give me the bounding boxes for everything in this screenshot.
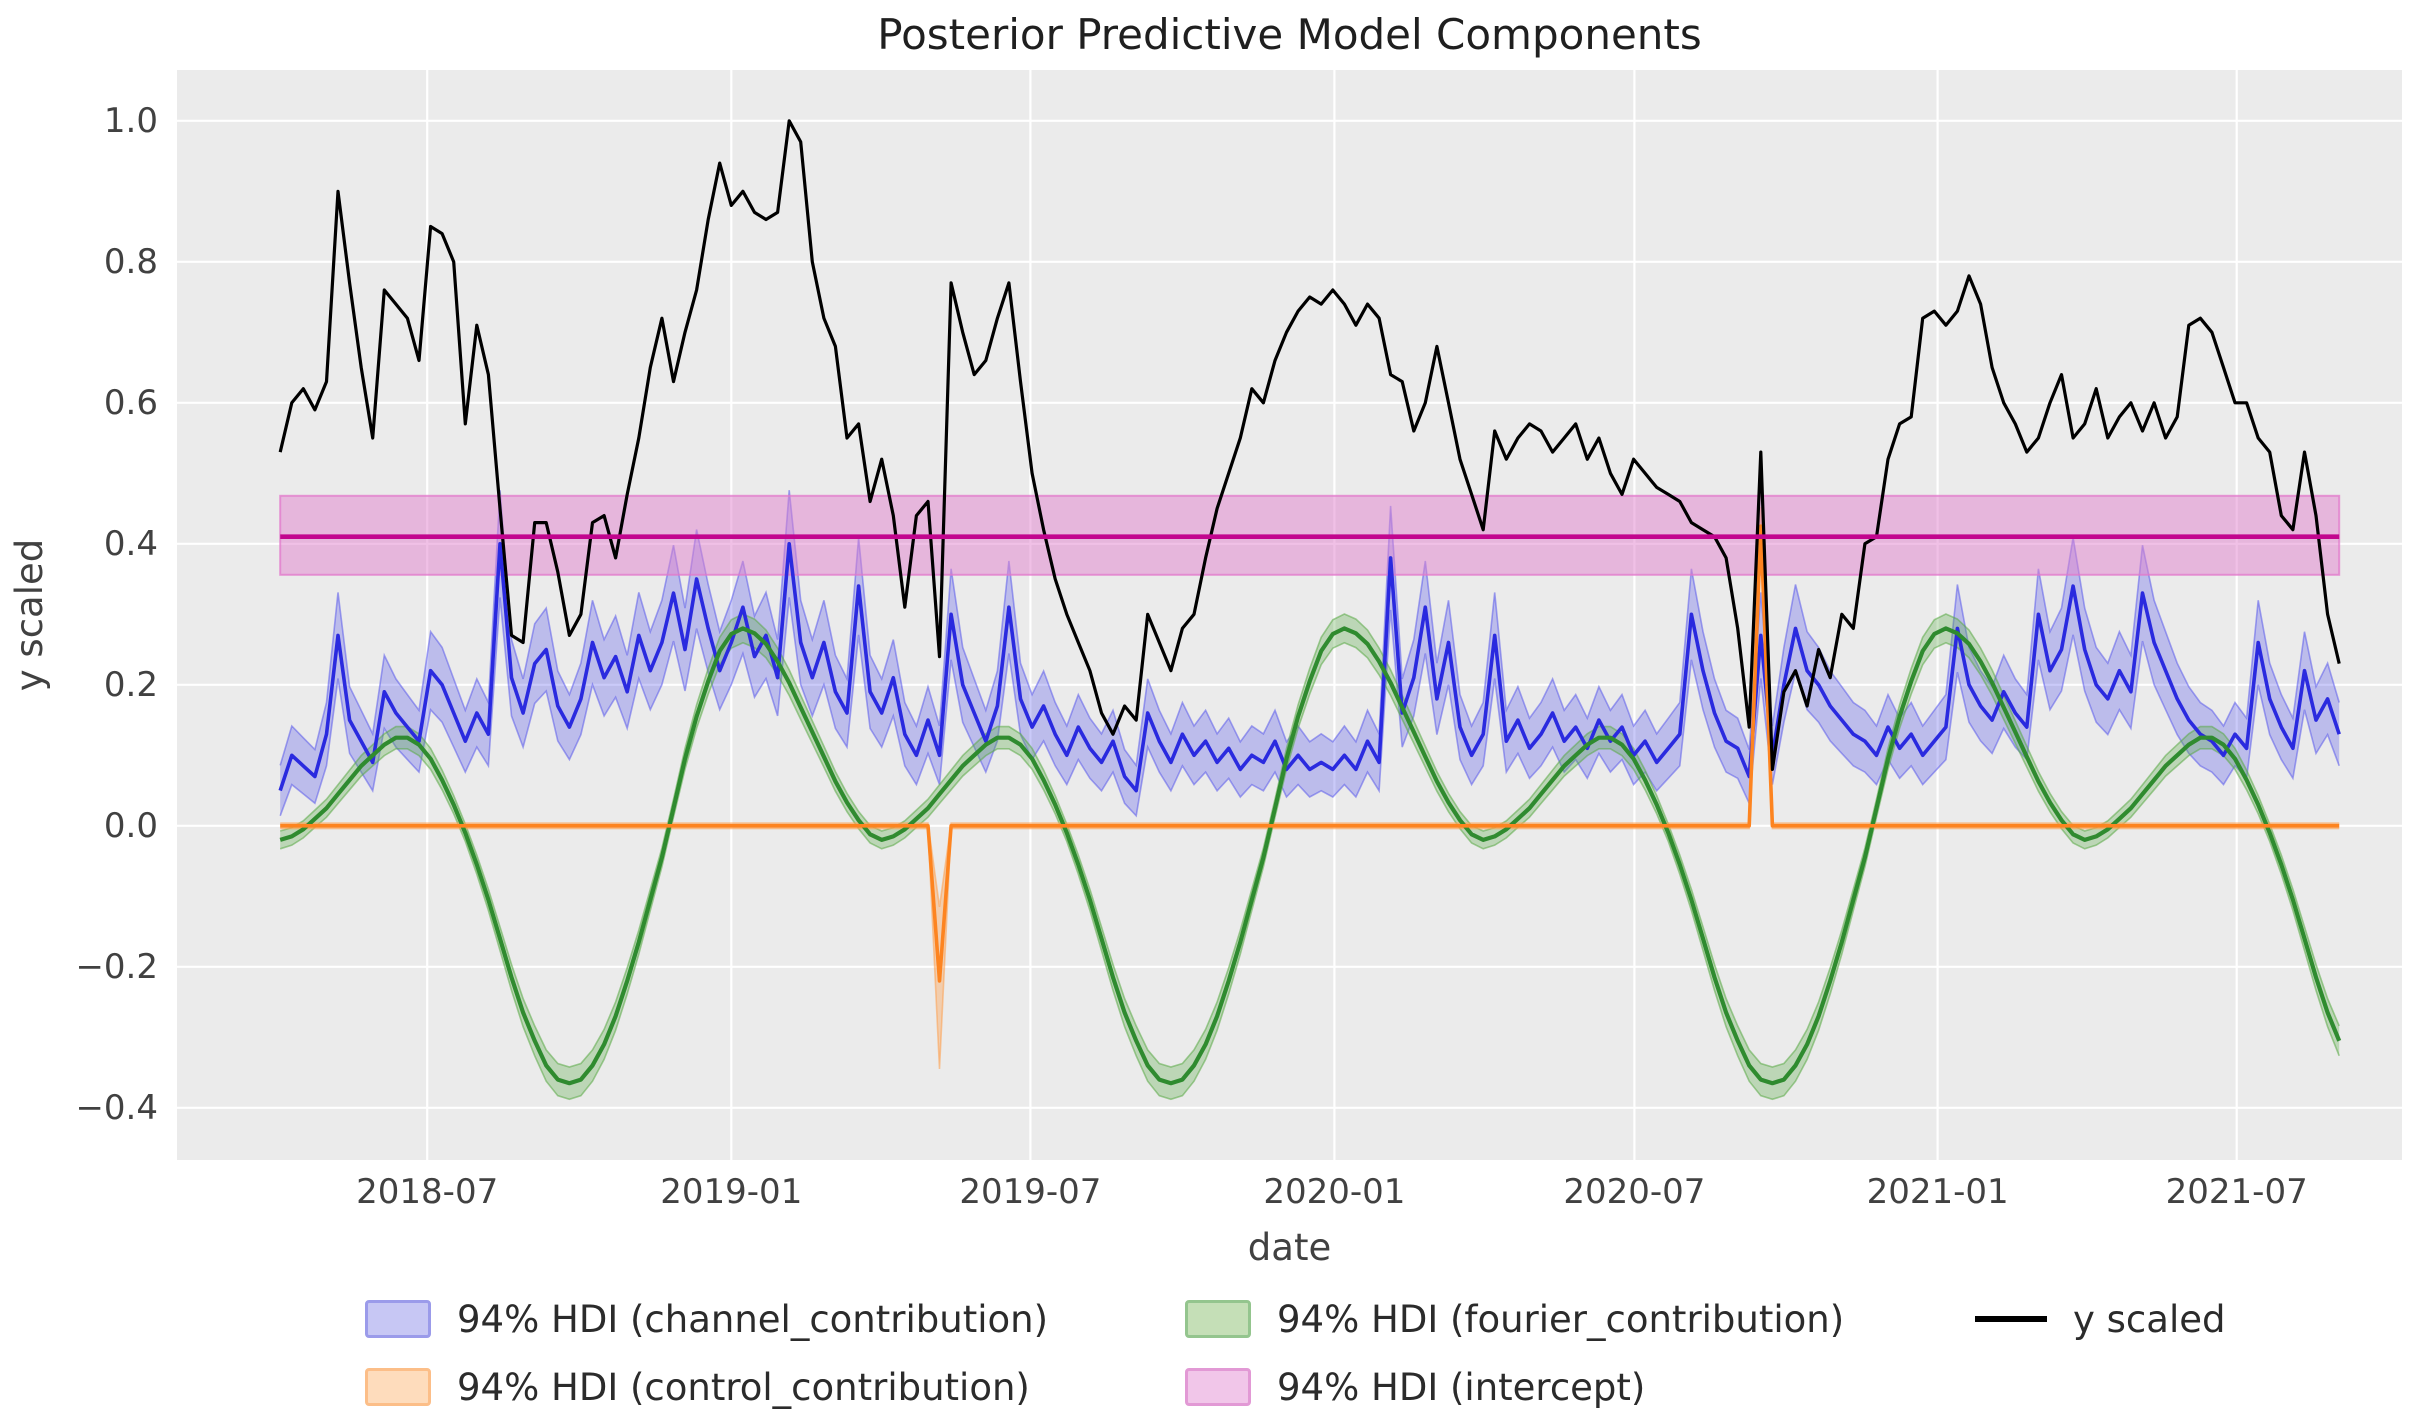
y-tick-label: 0.2 (103, 664, 158, 705)
y-tick-label: 0.8 (103, 241, 158, 282)
y-tick-label: 1.0 (103, 100, 158, 141)
x-axis-label: date (1247, 1226, 1332, 1269)
legend-label: y scaled (2073, 1297, 2226, 1341)
legend-swatch (1185, 1300, 1251, 1338)
y-axis-label: y scaled (8, 538, 51, 692)
x-tick-label: 2021-07 (2165, 1172, 2308, 1212)
y-scaled-line (278, 119, 2341, 771)
legend-item: 94% HDI (fourier_contribution) (1185, 1293, 1844, 1345)
channel_contribution-hdi-upper-edge (279, 490, 2340, 768)
chart-title: Posterior Predictive Model Components (877, 10, 1702, 59)
channel_contribution-hdi-lower-edge (279, 597, 2340, 818)
control_contribution-hdi-upper-edge (280, 507, 2340, 908)
x-tick-label: 2019-07 (959, 1172, 1102, 1212)
fourier-contribution-line (279, 626, 2342, 1086)
legend-label: 94% HDI (intercept) (1277, 1365, 1646, 1409)
legend-swatch (1185, 1368, 1251, 1406)
legend-item: y scaled (1975, 1293, 2225, 1345)
fourier_contribution-hdi-upper-edge (279, 613, 2340, 1068)
legend-item: 94% HDI (channel_contribution) (365, 1293, 1048, 1345)
channel-contribution-line (278, 542, 2341, 793)
y-tick-label: 0.0 (103, 805, 158, 846)
y-tick-label: 0.4 (103, 523, 158, 564)
legend-item: 94% HDI (control_contribution) (365, 1361, 1030, 1413)
x-tick-label: 2018-07 (356, 1172, 499, 1212)
legend-label: 94% HDI (channel_contribution) (457, 1297, 1049, 1341)
control_contribution-hdi-lower-edge (280, 545, 2340, 1070)
x-tick-label: 2020-07 (1563, 1172, 1706, 1212)
legend-swatch (365, 1368, 431, 1406)
series-group (278, 119, 2342, 1101)
y-tick-label: −0.4 (75, 1087, 158, 1128)
legend-line-swatch (1975, 1316, 2047, 1322)
legend-label: 94% HDI (control_contribution) (457, 1365, 1030, 1409)
x-tick-label: 2019-01 (660, 1172, 803, 1212)
x-tick-label: 2021-01 (1866, 1172, 2009, 1212)
legend-item: 94% HDI (intercept) (1185, 1361, 1645, 1413)
fourier_contribution-hdi-lower-edge (279, 641, 2340, 1101)
control-contribution-line (280, 524, 2340, 983)
x-tick-label: 2020-01 (1263, 1172, 1406, 1212)
legend-label: 94% HDI (fourier_contribution) (1277, 1297, 1845, 1341)
y-tick-label: −0.2 (75, 946, 158, 987)
legend-swatch (365, 1300, 431, 1338)
y-tick-label: 0.6 (103, 382, 158, 423)
